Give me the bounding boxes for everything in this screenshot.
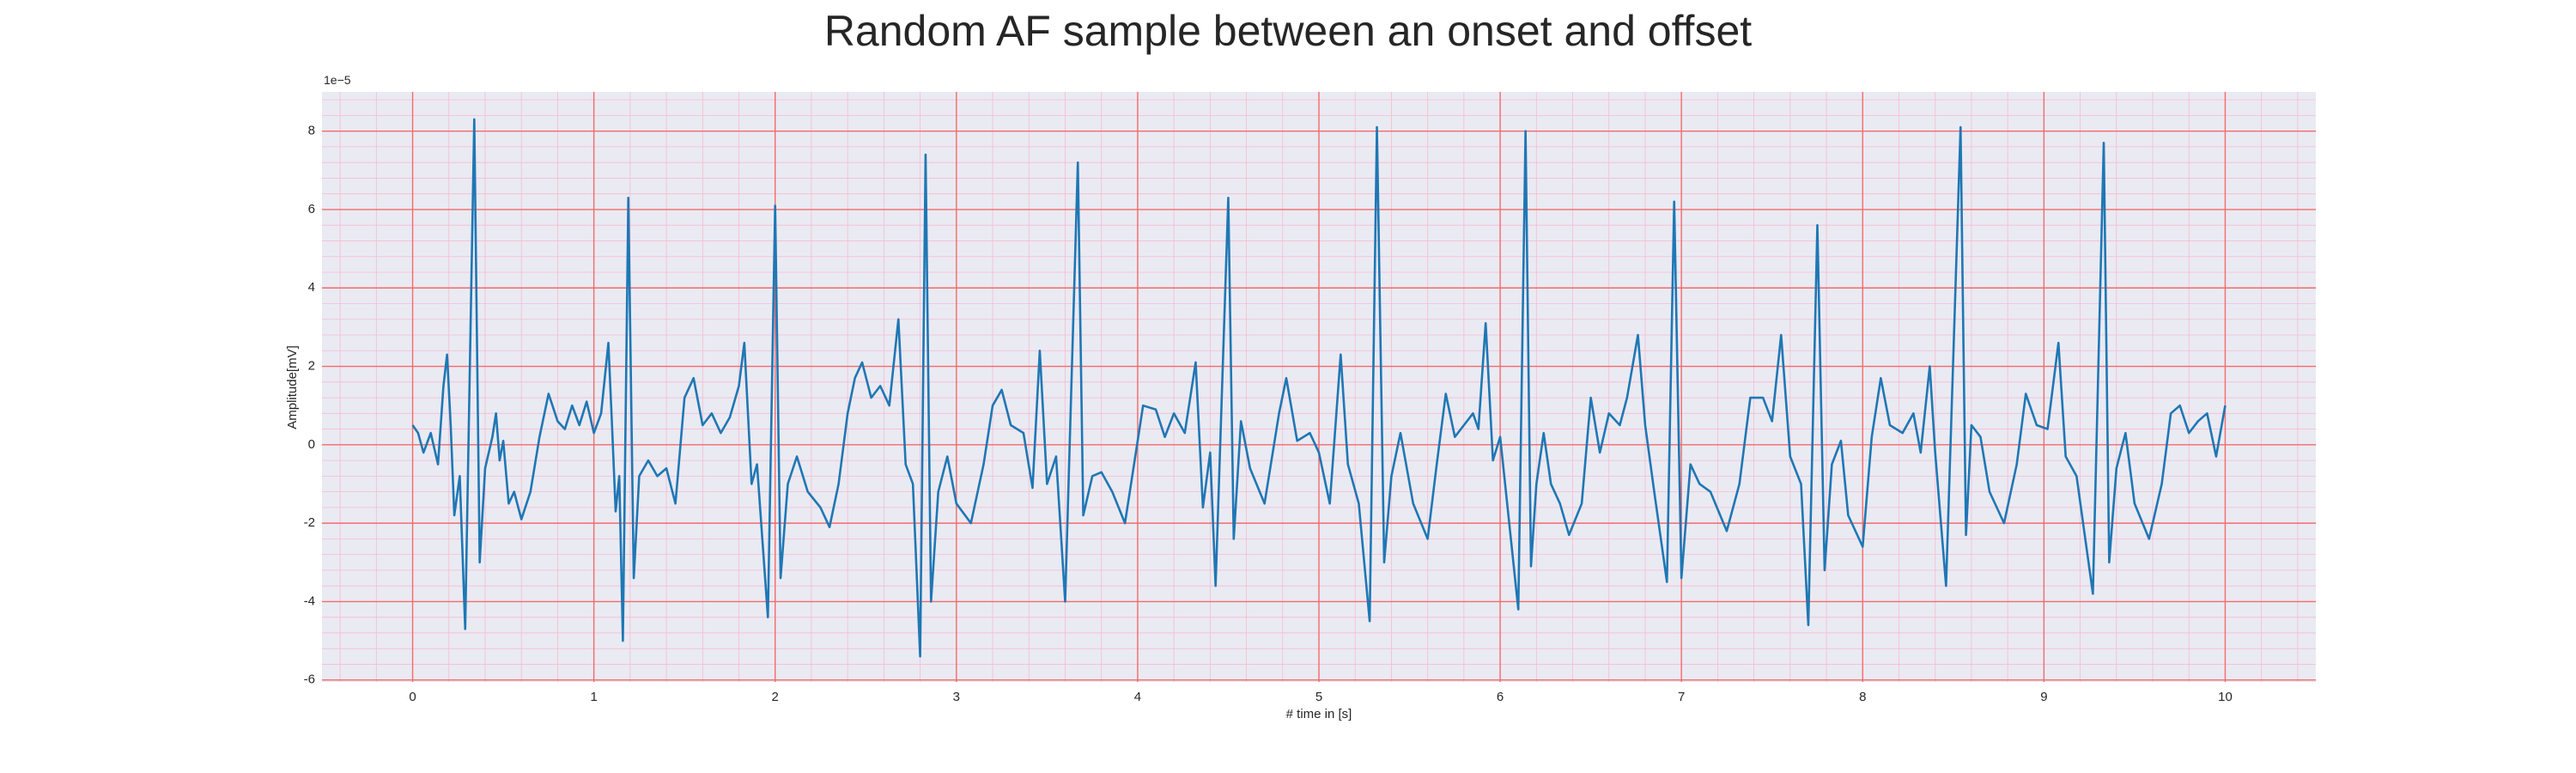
x-tick-label: 4 [1134,690,1141,704]
signal-line [411,118,2227,658]
x-tick-label: 0 [409,690,416,704]
y-tick-label: -2 [304,515,315,530]
x-tick-label: 1 [590,690,597,704]
x-tick-label: 2 [772,690,779,704]
y-axis-label: Amplitude[mV] [285,345,300,429]
y-tick-label: -6 [304,673,315,687]
x-tick-label: 6 [1497,690,1504,704]
y-tick-label: -4 [304,593,315,608]
y-tick-label: 4 [308,280,315,295]
x-axis-label: # time in [s] [1286,707,1352,721]
y-tick-label: 0 [308,437,315,452]
y-tick-label: 2 [308,359,315,374]
x-tick-label: 10 [2218,690,2233,704]
x-tick-label: 8 [1859,690,1866,704]
x-tick-label: 5 [1315,690,1322,704]
y-tick-label: 8 [308,124,315,138]
y-tick-label: 6 [308,202,315,216]
x-tick-label: 7 [1678,690,1685,704]
x-tick-label: 3 [953,690,960,704]
y-offset-label: 1e−5 [324,73,351,87]
x-tick-label: 9 [2040,690,2047,704]
chart-title: Random AF sample between an onset and of… [824,7,1752,55]
